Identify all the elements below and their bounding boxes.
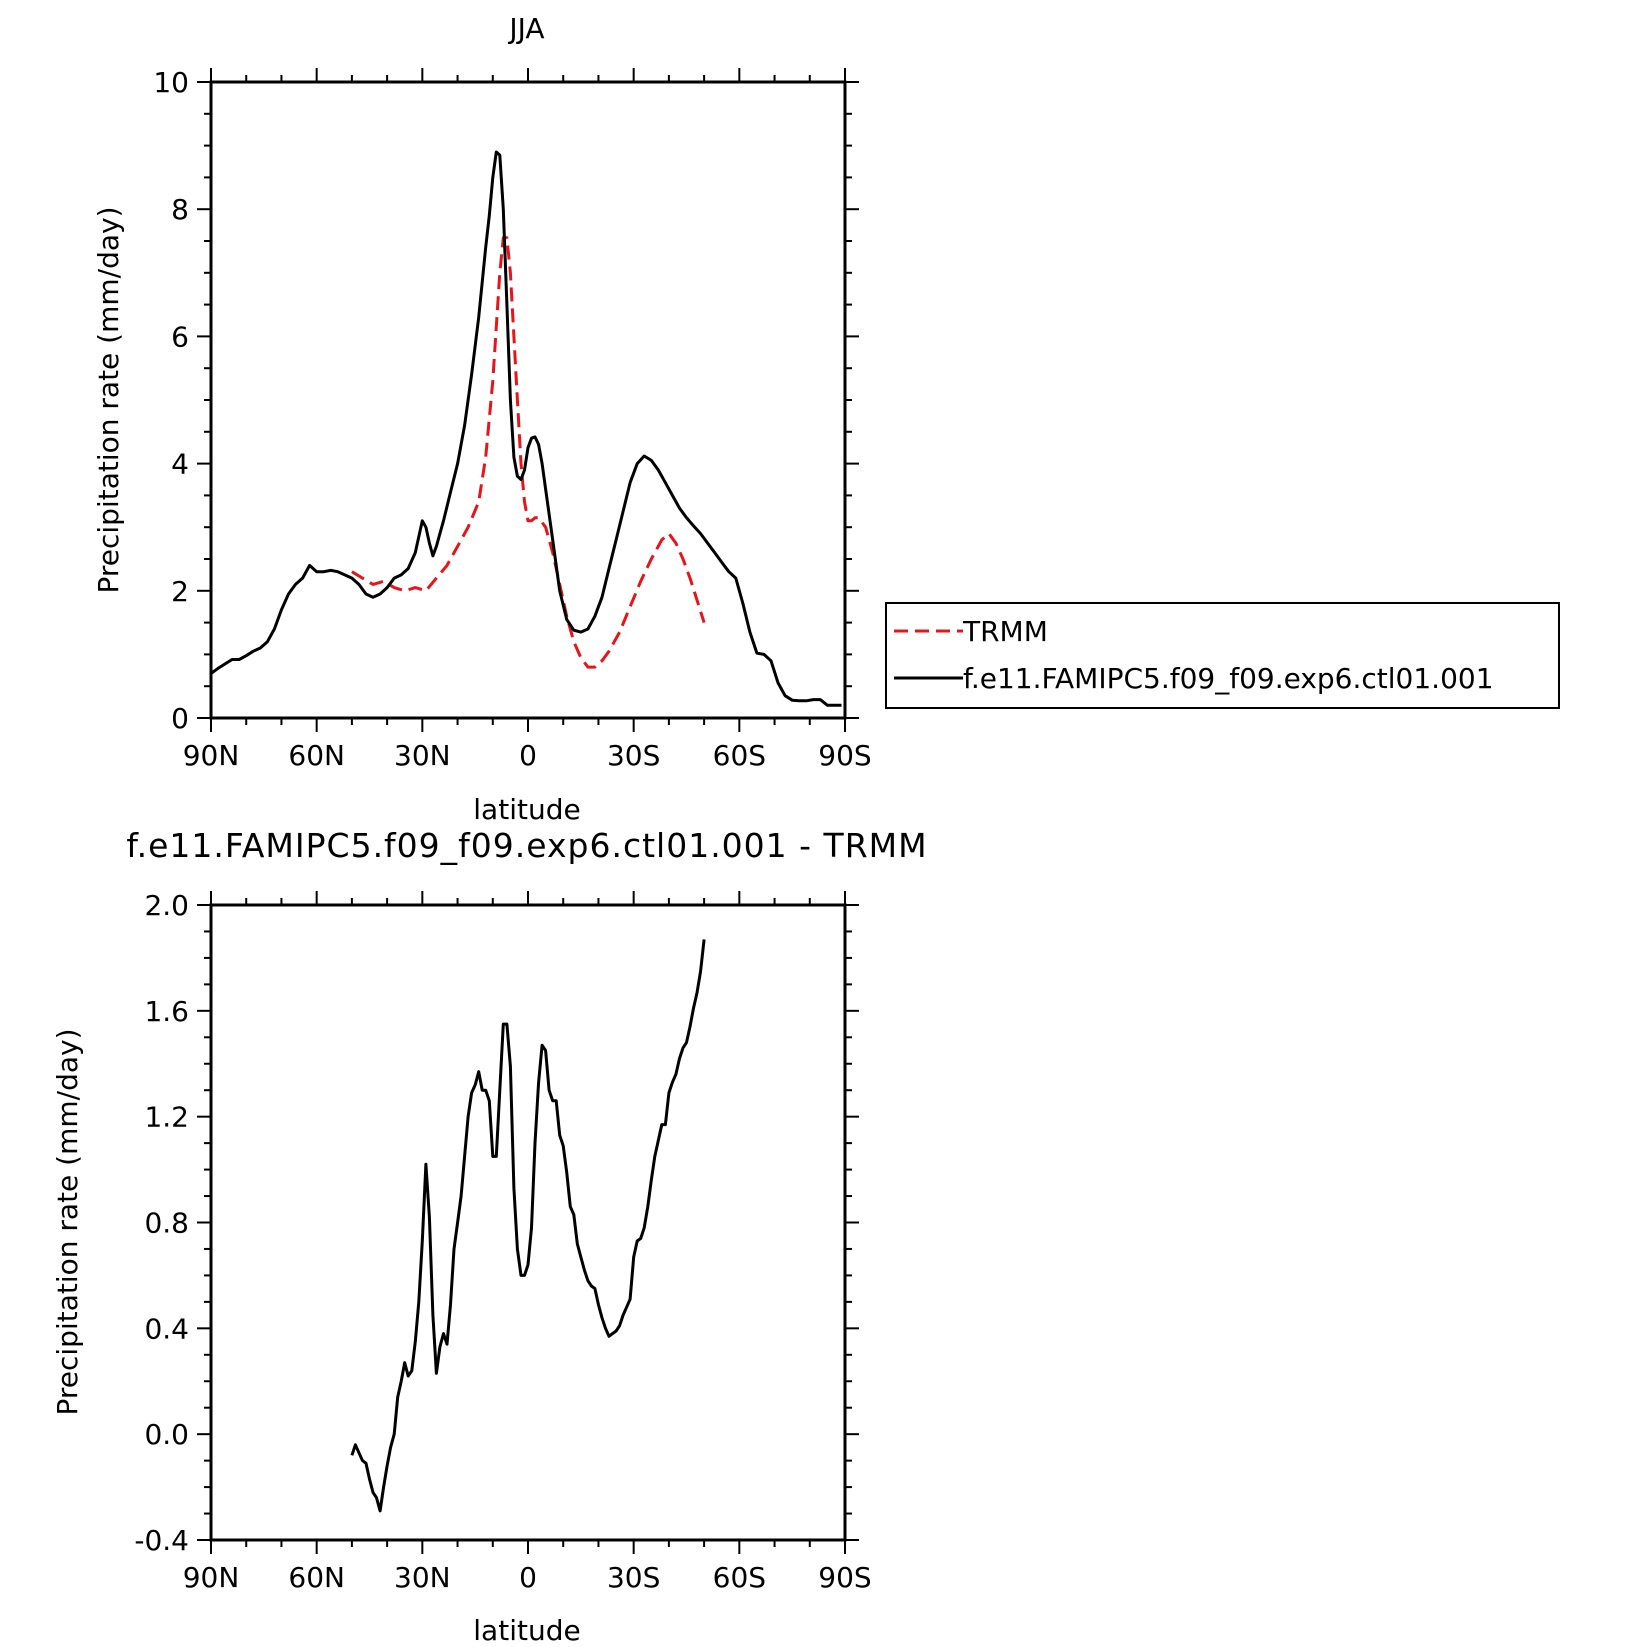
x-tick-label: 90N [183,739,240,772]
x-tick-label: 30N [394,739,451,772]
legend-label-trmm: TRMM [962,615,1048,648]
x-tick-label: 60S [713,739,766,772]
x-axis-label: latitude [473,793,580,826]
legend: TRMM f.e11.FAMIPC5.f09_f09.exp6.ctl01.00… [885,602,1560,709]
chart-title: JJA [507,12,544,45]
legend-label-model: f.e11.FAMIPC5.f09_f09.exp6.ctl01.001 [963,662,1494,695]
y-tick-label: 0.4 [144,1312,189,1345]
x-tick-label: 60S [713,1561,766,1594]
y-tick-label: 1.2 [144,1101,189,1134]
y-axis-label: Precipitation rate (mm/day) [92,206,125,593]
tick-labels: 90N 60N 30N 0 30S 60S 90S -0.4 0.0 0.4 0.8 1.2 1.6 2.… [134,889,871,1594]
x-tick-label: 60N [288,1561,345,1594]
y-tick-label: 10 [153,66,189,99]
plot-frame [209,903,847,1542]
y-tick-label: 0.8 [144,1207,189,1240]
axis-ticks [197,891,859,1554]
x-tick-label: 0 [519,739,537,772]
series-lines [350,939,706,1513]
difference-panel: f.e11.FAMIPC5.f09_f09.exp6.ctl01.001 - T… [51,826,927,1647]
y-tick-label: 4 [171,448,189,481]
y-tick-label: 6 [171,320,189,353]
x-tick-label: 30N [394,1561,451,1594]
chart-title: f.e11.FAMIPC5.f09_f09.exp6.ctl01.001 - T… [126,826,927,865]
y-axis-label: Precipitation rate (mm/day) [51,1028,84,1415]
x-axis-label: latitude [473,1614,580,1647]
x-tick-label: 90S [818,1561,871,1594]
tick-labels: 90N 60N 30N 0 30S 60S 90S 0 2 4 6 8 10 [153,66,871,772]
x-tick-label: 60N [288,739,345,772]
legend-box [885,602,1560,709]
x-tick-label: 0 [519,1561,537,1594]
series-line-difference [350,939,706,1513]
y-tick-label: 0 [171,702,189,735]
y-tick-label: 8 [171,193,189,226]
series-line-trmm [351,236,706,669]
y-tick-label: -0.4 [134,1524,189,1557]
axis-ticks [197,68,859,732]
x-tick-label: 90S [818,739,871,772]
series-lines [210,150,842,707]
x-tick-label: 30S [607,739,660,772]
x-tick-label: 90N [183,1561,240,1594]
y-tick-label: 0.0 [144,1418,189,1451]
x-tick-label: 30S [607,1561,660,1594]
y-tick-label: 2.0 [144,889,189,922]
plot-frame [209,80,847,720]
y-tick-label: 1.6 [144,995,189,1028]
y-tick-label: 2 [171,575,189,608]
series-line-model [210,150,842,707]
